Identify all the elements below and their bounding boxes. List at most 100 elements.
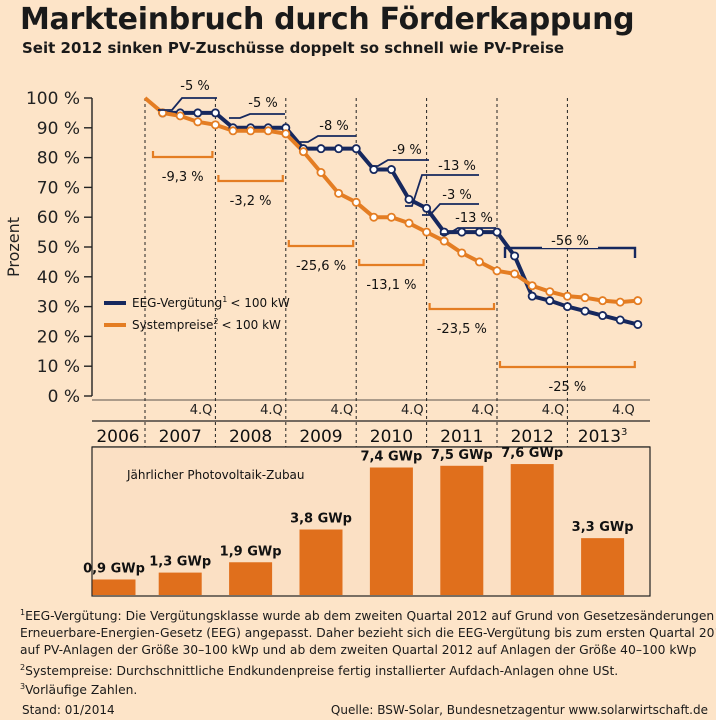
bar bbox=[158, 572, 202, 595]
x-tick-label: 4.Q bbox=[190, 403, 213, 418]
data-point bbox=[457, 227, 467, 237]
footnote-text: Systempreise: Durchschnittliche Endkunde… bbox=[25, 664, 619, 678]
bar bbox=[299, 529, 343, 595]
footnote-3: 3Vorläufige Zahlen. bbox=[20, 682, 137, 699]
x-tick-label: 4.Q bbox=[401, 403, 424, 418]
legend-class: < 100 kW bbox=[230, 296, 290, 310]
y-tick-label: 10 % bbox=[37, 357, 80, 377]
annotation-bracket bbox=[498, 361, 636, 369]
data-point bbox=[386, 212, 396, 222]
bar-value-label: 3,8 GWp bbox=[290, 512, 352, 527]
footnote-2: 2Systempreise: Durchschnittliche Endkund… bbox=[20, 663, 618, 680]
data-point bbox=[193, 117, 203, 127]
bar bbox=[229, 562, 273, 595]
annotation-label: -3 % bbox=[442, 188, 471, 203]
x-tick-label: 4.Q bbox=[471, 403, 494, 418]
data-point bbox=[351, 197, 361, 207]
legend-class: < 100 kW bbox=[221, 318, 281, 332]
annotation-leader bbox=[405, 174, 479, 207]
footnote-mark: 2 bbox=[20, 662, 26, 672]
data-point bbox=[615, 297, 625, 307]
footnote-mark: 3 bbox=[20, 681, 26, 691]
footnote-mark: 1 bbox=[20, 607, 26, 617]
data-point bbox=[263, 126, 273, 136]
chart-subtitle: Seit 2012 sinken PV-Zuschüsse doppelt so… bbox=[22, 39, 565, 57]
year-label: 20133 bbox=[578, 427, 628, 447]
bar-value-label: 7,5 GWp bbox=[431, 448, 493, 463]
x-tick-label: 4.Q bbox=[542, 403, 565, 418]
chart-canvas: 0 % 10 % 20 % 30 % 40 % 50 % 60 % 70 % 80 % 90 % 1… bbox=[4, 79, 651, 597]
year-label: 2009 bbox=[299, 427, 342, 447]
annotation-bracket bbox=[287, 240, 355, 248]
data-point bbox=[633, 296, 643, 306]
footnote-1-line-1: 1EEG-Vergütung: Die Vergütungsklasse wur… bbox=[20, 608, 716, 625]
annotation-label: -13 % bbox=[455, 211, 493, 226]
data-point bbox=[210, 108, 220, 118]
data-point bbox=[562, 302, 572, 312]
data-point bbox=[210, 120, 220, 130]
data-point bbox=[598, 311, 608, 321]
data-point bbox=[369, 212, 379, 222]
data-point bbox=[369, 165, 379, 175]
y-tick-label: 70 % bbox=[37, 178, 80, 198]
y-tick-label: 20 % bbox=[37, 327, 80, 347]
annotation-label: -8 % bbox=[319, 119, 348, 134]
bar bbox=[92, 579, 136, 595]
data-point bbox=[316, 144, 326, 154]
x-tick-label: 4.Q bbox=[612, 403, 635, 418]
bar bbox=[369, 467, 413, 595]
data-point bbox=[298, 147, 308, 157]
bar-value-label: 1,3 GWp bbox=[149, 555, 211, 570]
year-label: 2008 bbox=[229, 427, 272, 447]
data-point bbox=[422, 227, 432, 237]
data-point bbox=[404, 218, 414, 228]
y-tick-label: 80 % bbox=[37, 149, 80, 169]
data-point bbox=[474, 227, 484, 237]
data-point bbox=[228, 126, 238, 136]
annotation-label: -25,6 % bbox=[296, 259, 346, 274]
y-axis-label: Prozent bbox=[4, 217, 23, 277]
annotation-label: -25 % bbox=[549, 380, 587, 395]
annotation-label: -9 % bbox=[392, 143, 421, 158]
y-tick-label: 100 % bbox=[26, 89, 80, 109]
data-point bbox=[510, 269, 520, 279]
y-tick-label: 90 % bbox=[37, 119, 80, 139]
data-point bbox=[439, 236, 449, 246]
y-tick-label: 40 % bbox=[37, 268, 80, 288]
data-point bbox=[246, 126, 256, 136]
bar-value-label: 0,9 GWp bbox=[83, 561, 145, 576]
annotation-label: -5 % bbox=[248, 96, 277, 111]
annotation-label: -13 % bbox=[438, 159, 476, 174]
footnote-text: Vorläufige Zahlen. bbox=[25, 683, 138, 697]
annotation-bracket bbox=[217, 175, 284, 183]
legend-label: EEG-Vergütung1 < 100 kW bbox=[132, 295, 290, 310]
data-point bbox=[422, 203, 432, 213]
annotation-leader bbox=[370, 159, 429, 167]
bar-value-label: 7,4 GWp bbox=[360, 450, 422, 465]
data-point bbox=[457, 248, 467, 258]
data-point bbox=[334, 188, 344, 198]
data-point bbox=[492, 266, 502, 276]
data-point bbox=[527, 281, 537, 291]
data-point bbox=[510, 251, 520, 261]
data-point bbox=[281, 129, 291, 139]
data-point bbox=[334, 144, 344, 154]
bar-chart-title: Jährlicher Photovoltaik-Zubau bbox=[126, 468, 305, 482]
data-point bbox=[404, 194, 414, 204]
data-point bbox=[633, 319, 643, 329]
series-line bbox=[143, 96, 638, 305]
annotation-leader bbox=[229, 113, 285, 119]
y-tick-label: 60 % bbox=[37, 208, 80, 228]
series-line bbox=[162, 110, 639, 327]
data-point bbox=[492, 227, 502, 237]
bar bbox=[510, 464, 554, 595]
annotation-leader bbox=[298, 135, 356, 143]
data-point bbox=[474, 257, 484, 267]
bar bbox=[440, 465, 484, 595]
annotation-leader bbox=[440, 227, 496, 235]
data-point bbox=[175, 111, 185, 121]
annotation-label: -23,5 % bbox=[437, 322, 487, 337]
bar bbox=[581, 538, 625, 595]
year-label: 2007 bbox=[159, 427, 202, 447]
annotation-bracket bbox=[151, 151, 214, 159]
